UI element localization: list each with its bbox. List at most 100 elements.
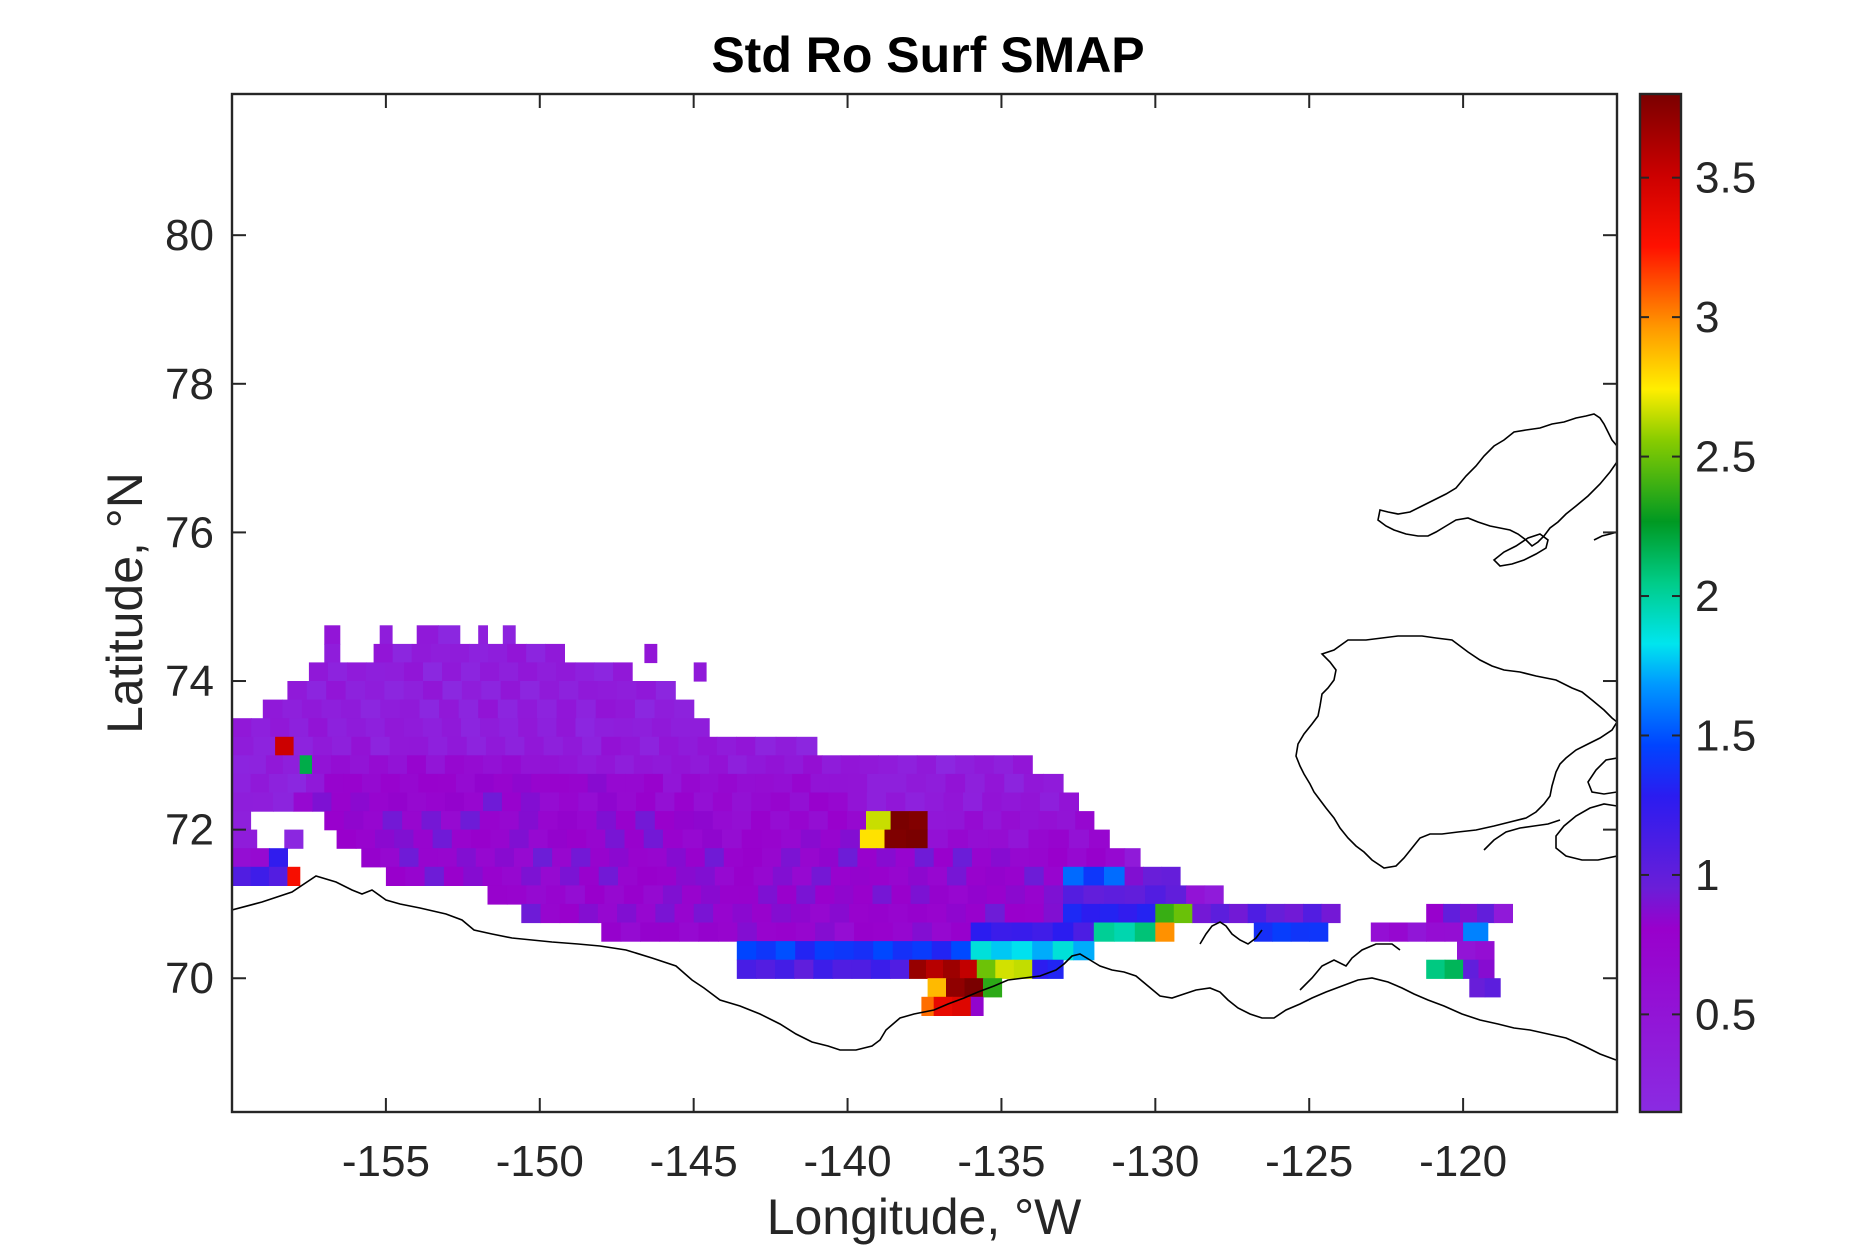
heatmap-cell [800, 829, 822, 849]
heatmap-cell [1004, 773, 1025, 794]
heatmap-cell [324, 811, 345, 831]
heatmap-cell [615, 755, 635, 775]
heatmap-cell [578, 681, 599, 701]
heatmap-cell [720, 885, 740, 905]
heatmap-cell [392, 643, 413, 664]
heatmap-cell [347, 662, 367, 682]
heatmap-cell [597, 681, 618, 701]
heatmap-cell [1407, 922, 1427, 942]
heatmap-cell [682, 829, 703, 849]
heatmap-cell [537, 699, 558, 719]
heatmap-cell [1229, 903, 1249, 924]
heatmap-cell [375, 829, 395, 849]
heatmap-cell [445, 792, 465, 812]
y-tick-label: 80 [165, 211, 214, 260]
heatmap-cell [373, 643, 394, 664]
colorbar-box [1638, 92, 1683, 1114]
heatmap-cell [550, 773, 570, 794]
heatmap-cell [499, 811, 520, 831]
heatmap-cell [795, 941, 816, 961]
heatmap-cell [380, 699, 401, 719]
heatmap-cell [521, 903, 542, 924]
heatmap-cell [1460, 903, 1478, 924]
heatmap-cell [699, 773, 719, 794]
heatmap-cell [461, 681, 482, 701]
x-axis: -155 -150 -145 -140 -135 -130 -125 -120 [342, 94, 1507, 1186]
heatmap-cell [872, 885, 893, 905]
heatmap-cell [487, 885, 508, 905]
heatmap-cell [421, 811, 442, 831]
heatmap-cell [253, 736, 276, 756]
heatmap-cell [268, 866, 288, 886]
heatmap-cell [1143, 866, 1163, 886]
heatmap-cell [604, 885, 625, 905]
heatmap-cell [282, 699, 303, 719]
heatmap-cell [301, 699, 323, 719]
heatmap-cell [851, 959, 872, 979]
heatmap-cell [598, 866, 619, 886]
heatmap-cell [324, 643, 341, 664]
heatmap-cell [888, 903, 909, 924]
heatmap-cell [1104, 866, 1126, 886]
heatmap-cell [732, 903, 753, 924]
heatmap-cell [775, 736, 797, 756]
heatmap-cell [762, 848, 782, 868]
heatmap-cell [967, 885, 988, 905]
heatmap-cell [702, 829, 723, 849]
heatmap-cell [1043, 866, 1064, 886]
colorbar-tick-label: 1 [1695, 851, 1719, 900]
heatmap-cell [946, 978, 966, 998]
heatmap-cell [736, 736, 756, 756]
heatmap-cell [723, 848, 744, 868]
heatmap-cell [640, 922, 661, 942]
heatmap-cell [502, 625, 516, 645]
heatmap-cell [308, 718, 328, 738]
eglinton-island [1492, 533, 1549, 567]
heatmap-cell [566, 829, 587, 849]
heatmap-cell [995, 959, 1015, 979]
heatmap-cell [540, 866, 561, 886]
heatmap-cell [362, 773, 382, 794]
heatmap-cell [442, 662, 462, 682]
heatmap-cell [620, 922, 641, 942]
heatmap-cell [616, 792, 637, 812]
heatmap-cell [644, 773, 664, 794]
heatmap-cell [716, 736, 737, 756]
heatmap-cell [578, 792, 599, 812]
x-tick-label: -145 [650, 1137, 738, 1186]
y-tick-label: 78 [165, 360, 214, 409]
heatmap-cell [482, 755, 503, 775]
heatmap-cell [557, 811, 578, 831]
heatmap-cell [1389, 922, 1409, 942]
heatmap-cell [857, 848, 878, 868]
heatmap-cell [394, 829, 414, 849]
heatmap-cell [423, 662, 443, 682]
heatmap-cell [441, 811, 461, 831]
heatmap-cell [850, 866, 871, 886]
heatmap-cell [461, 718, 481, 738]
heatmap-cell [432, 829, 453, 849]
heatmap-cell [361, 848, 381, 868]
heatmap-cell [624, 829, 645, 849]
heatmap-cell [382, 811, 403, 831]
heatmap-cell [463, 866, 484, 886]
heatmap-cell [808, 811, 829, 831]
heatmap-cell [976, 959, 996, 979]
y-tick-label: 72 [165, 806, 214, 855]
heatmap-cell [737, 922, 758, 942]
heatmap-cell [1155, 922, 1175, 942]
heatmap-cell [232, 718, 252, 738]
colorbar-tick-label: 3.5 [1695, 154, 1756, 203]
heatmap-cell [946, 866, 967, 886]
heatmap-cell [959, 959, 978, 979]
heatmap-cell [1081, 903, 1101, 924]
heatmap-cell [499, 718, 519, 738]
heatmap-cell [678, 736, 699, 756]
heatmap-cell [282, 755, 301, 775]
heatmap-cell [991, 922, 1013, 942]
heatmap-cell [497, 699, 518, 719]
colorbar-ticks: 0.5 1 1.5 2 2.5 3 3.5 [1640, 154, 1756, 1039]
heatmap-cell [1443, 903, 1461, 924]
heatmap-cell [1124, 866, 1144, 886]
heatmap-cell [332, 736, 352, 756]
